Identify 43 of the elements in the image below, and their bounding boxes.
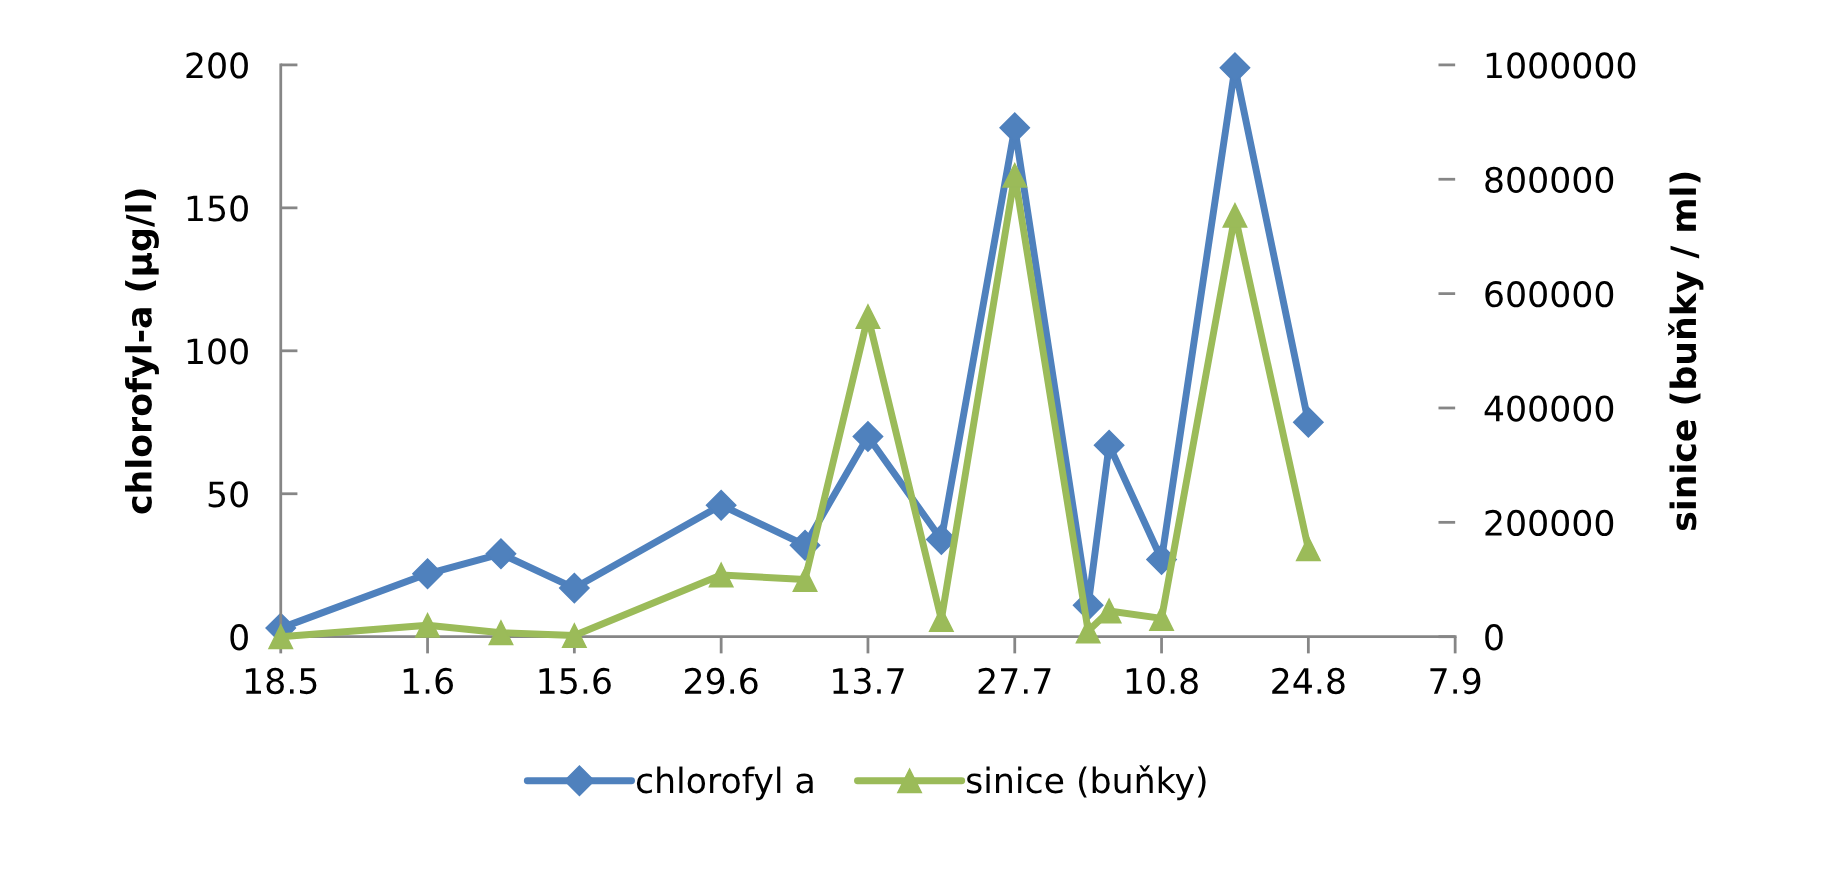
x-tick-label: 27.7 (978, 667, 1051, 694)
x-tick-label: 10.8 (1126, 667, 1198, 695)
point (852, 421, 884, 452)
y-axis-title: chlorofyl-a (µg/l) (125, 189, 159, 514)
point (488, 620, 514, 646)
point (415, 612, 441, 638)
point (705, 489, 737, 521)
y-tick-label: 200 (186, 52, 248, 79)
y2-tick-label: 400000 (1484, 395, 1614, 422)
y2-tick-label: 200000 (1485, 509, 1614, 537)
legend-label: sinice (buňky) (967, 765, 1206, 801)
point (1222, 202, 1248, 228)
point (268, 624, 294, 650)
point (1093, 429, 1125, 461)
x-tick-label: 7.9 (1430, 667, 1481, 695)
point (561, 623, 587, 649)
point (1292, 406, 1324, 438)
y-tick-label: 150 (187, 195, 248, 222)
point (792, 567, 818, 593)
x-tick-label: 13.7 (833, 667, 904, 695)
x-tick-label: 24.8 (1272, 667, 1345, 695)
point (1002, 162, 1028, 188)
point (708, 562, 734, 588)
y-tick-label: 100 (187, 338, 248, 365)
point (855, 303, 881, 329)
point (1075, 618, 1101, 644)
y2-tick-label: 600000 (1485, 281, 1614, 308)
x-tick-label: 15.6 (539, 667, 611, 695)
point (412, 558, 443, 590)
y-tick-label: 0 (230, 624, 248, 651)
point (558, 572, 590, 604)
y2-tick-label: 800000 (1485, 166, 1614, 193)
point (1295, 536, 1321, 562)
legend-label: chlorofyl a (636, 766, 813, 801)
y2-axis-title: sinice (buňky / ml) (1668, 172, 1704, 531)
x-tick-label: 1.6 (403, 667, 453, 695)
y2-tick-label: 1000000 (1486, 52, 1636, 79)
x-tick-label: 29.6 (685, 667, 758, 695)
point (1149, 605, 1175, 631)
y2-tick-label: 0 (1485, 624, 1503, 651)
y-tick-label: 50 (208, 481, 248, 508)
point (485, 538, 517, 570)
x-tick-label: 18.5 (245, 667, 317, 695)
